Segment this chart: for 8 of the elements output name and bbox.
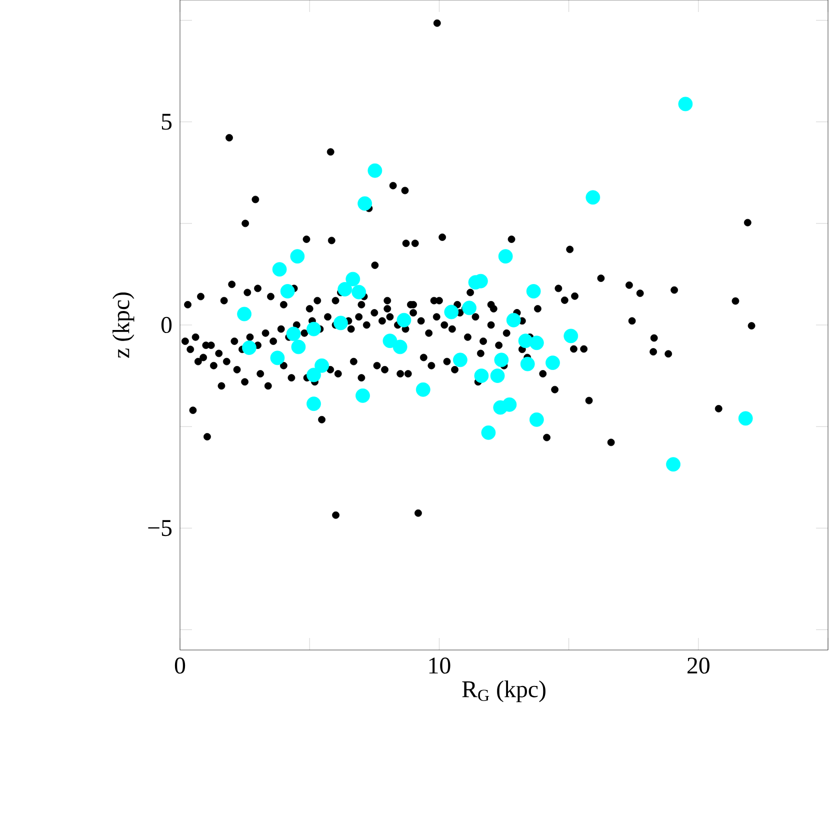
y-axis-title: z (kpc) [112, 292, 134, 358]
x-tick-label: 20 [688, 658, 710, 674]
x-tick-label: 0 [174, 658, 186, 674]
y-tick-label: 0 [161, 316, 172, 334]
y-tick-label: 5 [162, 114, 172, 130]
x-axis-title: R$_{G}$ (kpc) [462, 680, 546, 702]
x-tick-label: 10 [429, 658, 450, 674]
y-tick-label: −5 [148, 520, 172, 536]
